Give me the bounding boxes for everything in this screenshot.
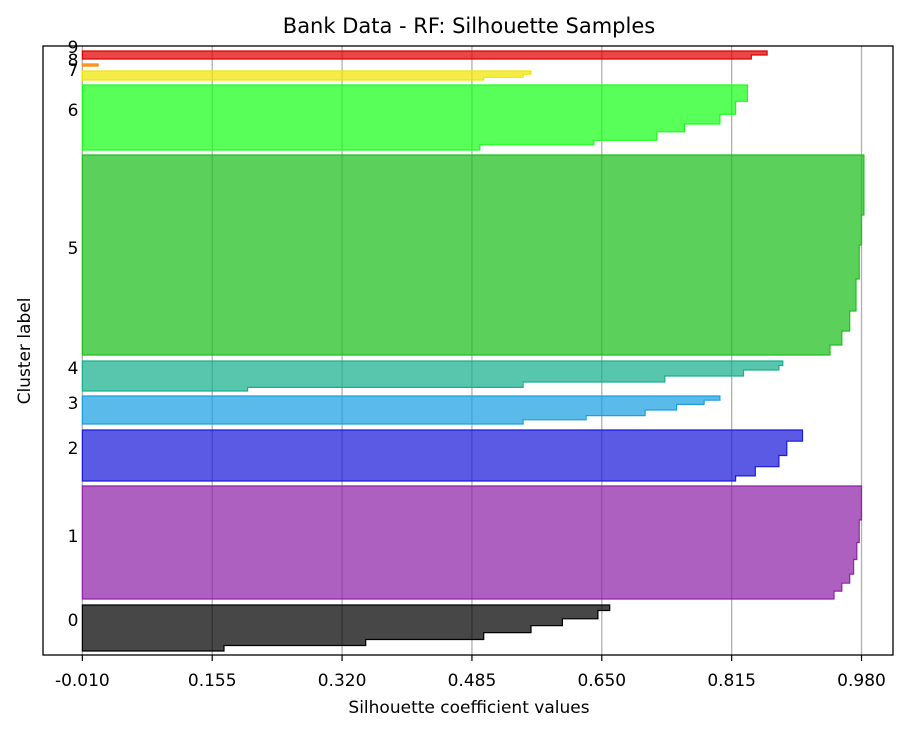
cluster-label: 4 [68, 359, 79, 379]
x-tick-label: 0.650 [577, 671, 626, 691]
x-tick-label: 0.320 [318, 671, 367, 691]
cluster-1-silhouette [81, 485, 863, 600]
cluster-labels: 0 1 2 3 4 5 6 789 [68, 38, 79, 631]
cluster-label: 3 [68, 394, 79, 414]
cluster-6-silhouette [81, 84, 749, 151]
cluster-label: 0 [68, 611, 79, 631]
cluster-2-silhouette [81, 429, 804, 482]
x-tick-label: 0.815 [707, 671, 756, 691]
cluster-label: 8 [68, 51, 79, 71]
cluster-label: 1 [68, 527, 79, 547]
cluster-7-silhouette [81, 70, 532, 81]
cluster-9-silhouette [81, 50, 768, 60]
plot-area-frame [42, 45, 894, 656]
cluster-label: 9 [68, 38, 79, 58]
cluster-label: 5 [68, 239, 79, 259]
x-tick-label: 0.485 [448, 671, 497, 691]
cluster-0-silhouette [81, 604, 611, 652]
chart-title: Bank Data - RF: Silhouette Samples [283, 14, 655, 38]
x-axis-label: Silhouette coefficient values [348, 698, 589, 718]
cluster-silhouettes [81, 50, 865, 652]
x-tick-label: 0.155 [188, 671, 237, 691]
y-axis-label: Cluster label [15, 298, 35, 405]
cluster-5-silhouette [81, 154, 865, 356]
cluster-label: 6 [68, 101, 79, 121]
cluster-4-silhouette [81, 360, 784, 392]
cluster-3-silhouette [81, 395, 721, 425]
cluster-label: 2 [68, 439, 79, 459]
cluster-label: 7 [68, 61, 79, 81]
cluster-8-silhouette [81, 63, 99, 67]
x-tick-label: 0.980 [837, 671, 886, 691]
x-tick-label: -0.010 [55, 671, 110, 691]
x-axis-ticks: -0.010 0.155 0.320 0.485 0.650 0.815 0.980 [55, 655, 886, 691]
